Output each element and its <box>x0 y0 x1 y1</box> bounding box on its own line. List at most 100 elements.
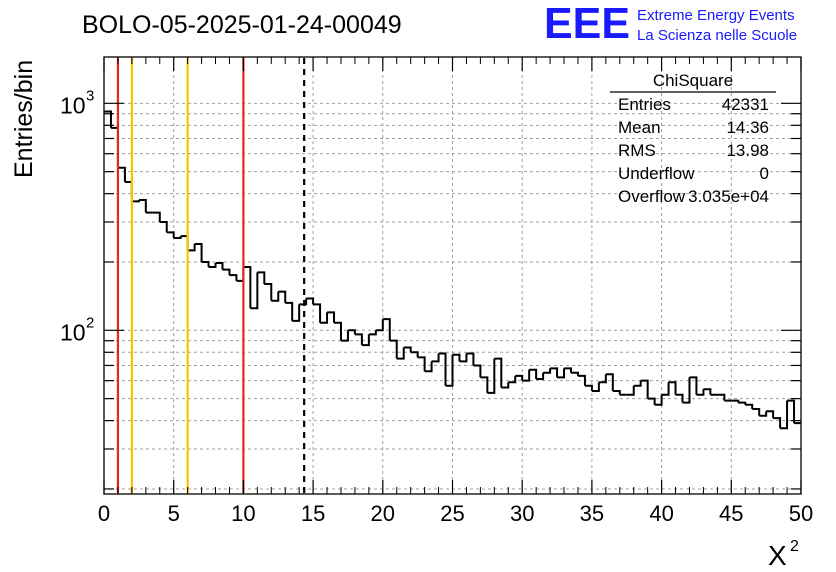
histogram-bin <box>243 266 252 309</box>
x-tick-label: 20 <box>371 501 395 526</box>
eee-logo: EEE Extreme Energy Events La Scienza nel… <box>544 0 797 48</box>
histogram-bin <box>445 354 454 387</box>
histogram-bin <box>668 381 677 395</box>
histogram-bin <box>598 374 607 384</box>
histogram-bin <box>264 282 273 301</box>
histogram-bin <box>327 311 336 323</box>
histogram-bin <box>292 304 301 322</box>
histogram-bin <box>285 301 294 321</box>
x-tick-label: 50 <box>789 501 813 526</box>
histogram-bin <box>612 390 621 395</box>
stats-label-mean: Mean <box>618 118 661 137</box>
histogram-bin <box>229 274 238 281</box>
histogram-bin <box>564 367 572 373</box>
histogram-bin <box>313 303 322 323</box>
histogram-bin <box>466 352 475 366</box>
histogram-bin <box>529 368 538 380</box>
histogram-bin <box>431 353 440 363</box>
x-tick-label: 5 <box>168 501 180 526</box>
histogram-bin <box>159 221 168 233</box>
histogram-bin <box>306 297 315 305</box>
histogram-bin <box>752 408 761 416</box>
histogram-bin <box>522 369 531 382</box>
histogram-bin <box>647 397 656 405</box>
histogram-bin <box>605 373 614 392</box>
y-tick-label-exponent: 2 <box>86 314 94 331</box>
histogram-bin <box>536 372 545 381</box>
histogram-bin <box>278 290 287 303</box>
x-axis-label-base: X <box>768 540 787 571</box>
histogram-bin <box>417 356 426 372</box>
histogram-bin <box>424 361 433 373</box>
histogram-bin <box>340 330 349 342</box>
histogram-bin <box>403 346 412 353</box>
histogram-bin <box>215 261 224 270</box>
x-tick-label: 40 <box>649 501 673 526</box>
histogram-bin <box>675 393 684 403</box>
stats-value-entries: 42331 <box>722 95 769 114</box>
stats-label-overflow: Overflow <box>618 187 686 206</box>
histogram-bin <box>766 410 775 419</box>
histogram-bin <box>347 329 356 335</box>
x-tick-label: 45 <box>719 501 743 526</box>
histogram-bin <box>557 368 566 379</box>
reference-lines-layer <box>116 58 306 493</box>
histogram-bin <box>138 199 147 213</box>
histogram-bin <box>452 353 461 362</box>
histogram-bin <box>166 231 175 239</box>
stats-value-underflow: 0 <box>760 164 769 183</box>
histogram-bin <box>717 393 726 401</box>
histogram-bin <box>382 318 391 341</box>
histogram-bin <box>410 351 419 358</box>
histogram-bin <box>543 368 552 374</box>
histogram-bin <box>208 262 217 269</box>
histogram-bin <box>682 377 691 404</box>
histogram-bin <box>759 411 768 417</box>
histogram-bin <box>354 333 363 346</box>
stats-label-rms: RMS <box>618 141 656 160</box>
histogram-bin <box>577 374 586 386</box>
eee-logo-line2: La Scienza nelle Scuole <box>637 27 797 44</box>
histogram-bin <box>187 244 196 252</box>
histogram-bin <box>117 166 126 183</box>
histogram-bin <box>361 334 370 347</box>
x-tick-label: 30 <box>510 501 534 526</box>
stats-value-mean: 14.36 <box>726 118 769 137</box>
histogram-bin <box>745 403 754 410</box>
histogram-bin <box>584 384 593 392</box>
histogram-bin <box>773 417 782 429</box>
stats-title: ChiSquare <box>653 71 733 90</box>
y-tick-label-exponent: 3 <box>86 87 94 104</box>
histogram-bin <box>696 389 705 396</box>
y-tick-label-base: 10 <box>60 92 86 118</box>
stats-value-overflow: 3.035e+04 <box>688 187 769 206</box>
histogram-bin <box>480 376 489 393</box>
y-axis-label: Entries/bin <box>10 60 38 178</box>
histogram-bin <box>640 379 649 399</box>
histogram-bin <box>633 380 642 387</box>
x-tick-label: 25 <box>440 501 464 526</box>
histogram-bin <box>222 268 231 276</box>
histogram-bin <box>501 382 510 389</box>
histogram-bin <box>194 243 203 262</box>
histogram-bin <box>271 291 280 302</box>
histogram-bin <box>570 371 579 376</box>
histogram-bin <box>689 376 698 395</box>
histogram-bin <box>661 382 670 396</box>
x-tick-label: 0 <box>98 501 110 526</box>
histogram-bin <box>368 330 377 336</box>
histogram-bin <box>508 375 517 384</box>
histogram-bin <box>299 298 308 306</box>
x-axis-label-superscript: 2 <box>790 538 799 555</box>
histogram-bin <box>780 400 789 430</box>
stats-box: ChiSquare Entries 42331 Mean 14.36 RMS 1… <box>610 71 776 206</box>
histogram-bin <box>257 271 266 284</box>
histogram-bin <box>654 394 663 406</box>
x-tick-label: 35 <box>580 501 604 526</box>
stats-label-entries: Entries <box>618 95 671 114</box>
histogram-bin <box>152 211 161 223</box>
histogram-bin <box>389 339 398 359</box>
x-tick-label: 15 <box>301 501 325 526</box>
